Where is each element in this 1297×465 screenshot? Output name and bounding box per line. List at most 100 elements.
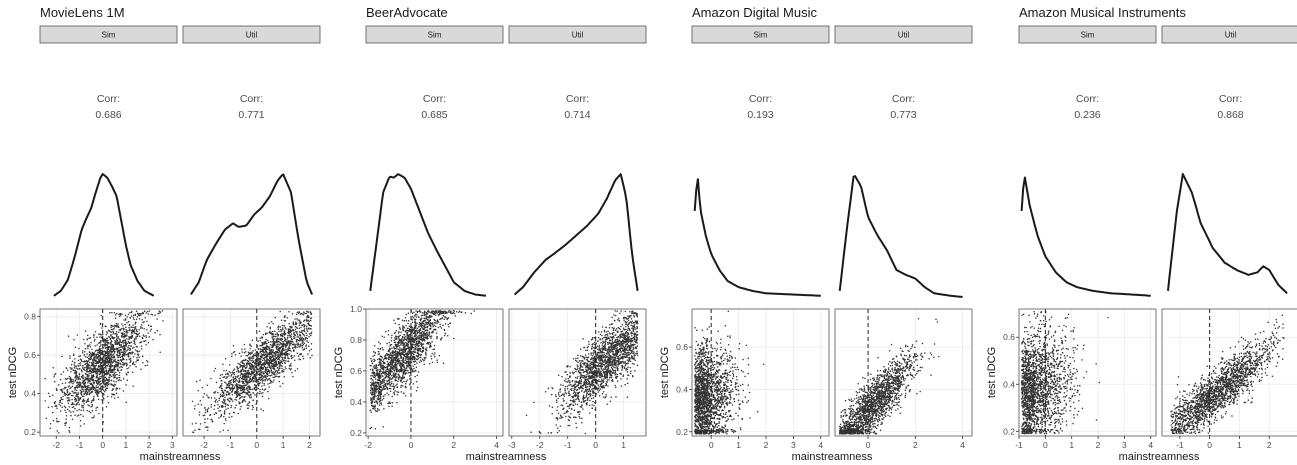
scatter-point (81, 388, 83, 390)
scatter-point (402, 344, 404, 347)
scatter-point (390, 343, 393, 346)
scatter-point (279, 326, 281, 328)
corr-value: 0.771 (238, 109, 264, 121)
scatter-point (90, 357, 93, 359)
scatter-point (219, 385, 222, 388)
scatter-point (55, 417, 58, 420)
scatter-point (300, 326, 302, 329)
scatter-point (126, 379, 129, 382)
scatter-point (214, 397, 216, 399)
scatter-point (81, 351, 84, 354)
scatter-point (88, 373, 90, 375)
scatter-point (253, 355, 256, 357)
scatter-point (45, 417, 48, 420)
scatter-point (293, 335, 295, 338)
scatter-point (236, 385, 238, 388)
scatter-point (114, 324, 116, 327)
scatter-point (122, 353, 124, 356)
scatter-point (231, 400, 234, 402)
scatter-point (275, 340, 278, 342)
scatter-point (278, 330, 280, 332)
scatter-point (369, 409, 372, 411)
scatter-point (241, 368, 244, 370)
scatter-point (285, 348, 287, 351)
scatter-point (464, 312, 467, 314)
scatter-point (70, 394, 73, 397)
scatter-point (385, 330, 387, 333)
scatter-point (113, 326, 116, 328)
scatter-point (228, 380, 230, 383)
scatter-point (394, 341, 397, 343)
scatter-point (433, 310, 435, 313)
scatter-point (290, 330, 293, 332)
scatter-point (116, 312, 118, 315)
scatter-point (244, 374, 246, 377)
scatter-point (268, 322, 270, 325)
scatter-point (61, 382, 64, 385)
scatter-point (94, 368, 97, 370)
scatter-point (99, 333, 101, 335)
scatter-point (288, 357, 290, 360)
scatter-point (78, 384, 81, 387)
scatter-point (432, 348, 434, 351)
scatter-point (122, 335, 124, 338)
scatter-point (271, 330, 274, 333)
scatter-point (248, 401, 251, 403)
scatter-point (66, 390, 69, 392)
scatter-point (235, 379, 237, 382)
scatter-point (267, 369, 270, 371)
scatter-point (399, 347, 401, 349)
scatter-point (73, 338, 75, 341)
scatter-point (292, 375, 294, 378)
scatter-point (287, 334, 289, 337)
scatter-point (66, 400, 69, 402)
scatter-point (271, 359, 274, 361)
scatter-point (122, 344, 125, 347)
scatter-point (421, 312, 424, 314)
scatter-point (252, 380, 254, 383)
scatter-point (90, 341, 92, 344)
scatter-point (448, 309, 450, 312)
scatter-point (301, 330, 303, 332)
scatter-point (378, 397, 380, 400)
scatter-point (206, 411, 209, 413)
scatter-point (92, 416, 95, 419)
scatter-point (116, 334, 118, 337)
scatter-point (246, 392, 248, 394)
scatter-point (252, 399, 254, 401)
scatter-point (240, 355, 242, 357)
scatter-point (273, 353, 275, 355)
scatter-point (264, 378, 266, 381)
scatter-point (400, 384, 403, 387)
scatter-point (106, 345, 109, 347)
scatter-point (305, 312, 308, 315)
scatter-point (82, 386, 85, 388)
scatter-point (228, 364, 231, 366)
scatter-point (58, 432, 60, 434)
scatter-point (99, 336, 101, 338)
scatter-point (392, 376, 395, 378)
scatter-point (82, 381, 85, 383)
scatter-point (113, 336, 116, 339)
scatter-point (89, 369, 92, 372)
scatter-point (419, 338, 421, 340)
scatter-point (439, 325, 441, 328)
scatter-point (99, 370, 101, 373)
scatter-point (110, 375, 113, 377)
scatter-point (92, 378, 94, 381)
scatter-point (78, 385, 81, 388)
scatter-point (99, 353, 102, 356)
scatter-point (238, 392, 240, 395)
scatter-point (245, 366, 248, 369)
scatter-point (147, 332, 149, 334)
scatter-point (118, 331, 120, 333)
scatter-point (285, 328, 287, 330)
scatter-point (107, 342, 109, 345)
scatter-point (282, 340, 285, 343)
scatter-point (78, 362, 80, 365)
scatter-point (72, 354, 75, 357)
scatter-point (216, 401, 219, 403)
scatter-point (77, 376, 80, 379)
scatter-point (288, 353, 290, 356)
scatter-point (258, 330, 261, 333)
